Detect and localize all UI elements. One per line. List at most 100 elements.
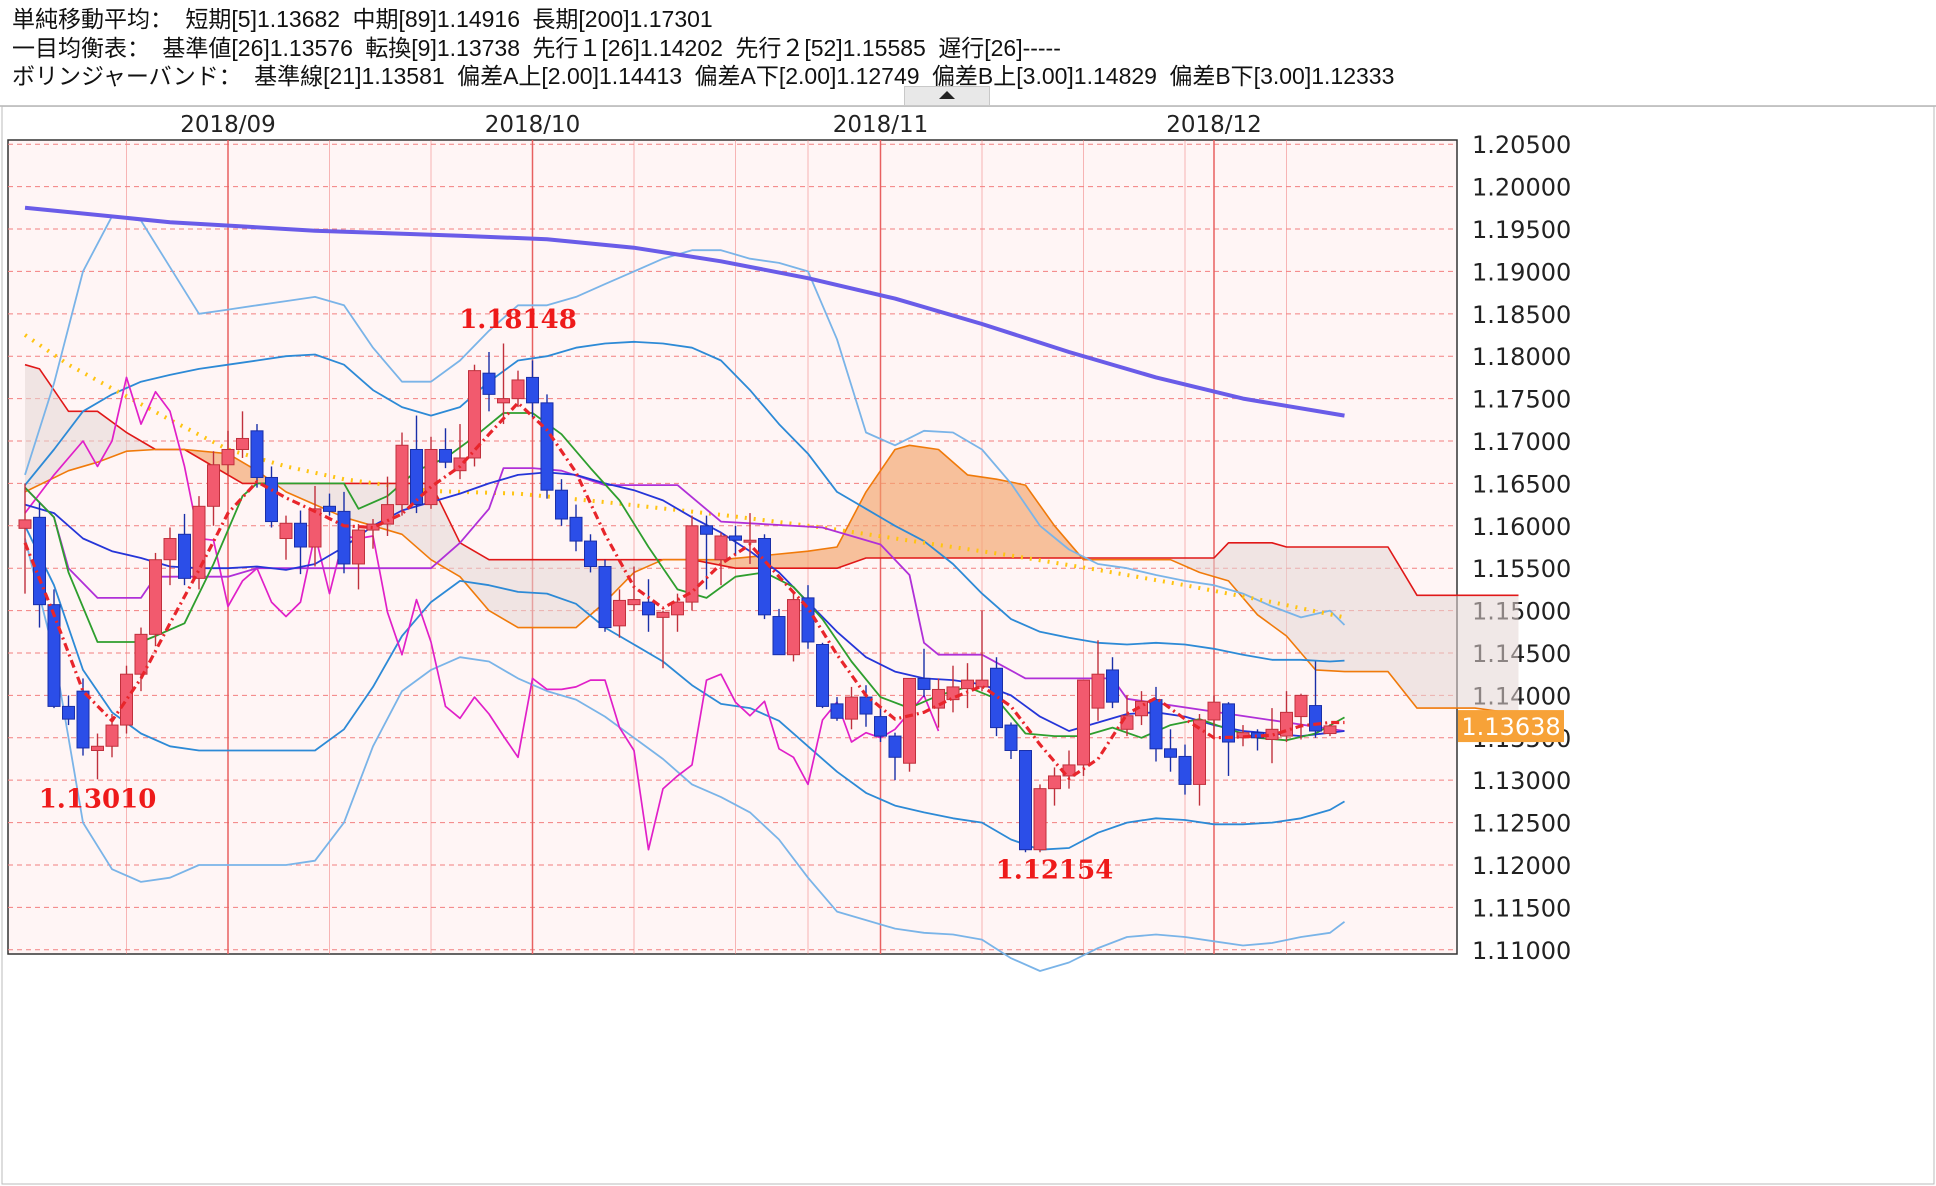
bb-a-lower-line bbox=[24, 525, 1345, 851]
candle-down-body bbox=[250, 430, 264, 478]
candle-down-body bbox=[598, 566, 612, 629]
candle-down-body bbox=[1178, 755, 1192, 785]
candle-down-body bbox=[410, 448, 423, 506]
ichimoku-legend-title: 一目均衡表： bbox=[12, 35, 150, 61]
candle-down-body bbox=[772, 616, 786, 656]
candle-up-body bbox=[279, 522, 293, 540]
x-tick-label: 2018/10 bbox=[485, 112, 581, 138]
bb-b-upper-line bbox=[24, 215, 1346, 626]
candle bbox=[497, 343, 510, 425]
candle-down-body bbox=[178, 533, 191, 579]
candle bbox=[714, 532, 728, 586]
candle bbox=[1077, 679, 1090, 776]
sma-long-line bbox=[24, 205, 1345, 418]
x-tick-label: 2018/11 bbox=[833, 112, 929, 138]
bb-a-up-label: 偏差A上[2.00]1.14413 bbox=[457, 63, 683, 89]
candle bbox=[874, 708, 887, 743]
candle bbox=[758, 534, 771, 620]
candle bbox=[845, 686, 858, 730]
candle-down-body bbox=[323, 505, 336, 512]
candle-down-body bbox=[700, 525, 713, 535]
candle bbox=[511, 370, 525, 408]
indicator-legend: 単純移動平均： 短期[5]1.13682 中期[89]1.14916 長期[20… bbox=[0, 0, 1936, 106]
y-tick-label: 1.16000 bbox=[1472, 513, 1571, 541]
candle bbox=[410, 415, 423, 514]
candle bbox=[613, 589, 626, 638]
chart-frame bbox=[1, 106, 1935, 1185]
candle-up-body bbox=[1323, 725, 1337, 735]
cloud-bearish bbox=[1083, 542, 1519, 714]
candle bbox=[1193, 714, 1206, 806]
price-chart[interactable]: 1.110001.115001.120001.125001.130001.135… bbox=[0, 106, 1936, 1186]
candle bbox=[265, 466, 278, 528]
candle-down-body bbox=[917, 677, 931, 690]
candle-up-body bbox=[1294, 694, 1308, 718]
candle bbox=[1207, 695, 1221, 737]
candle bbox=[424, 436, 438, 509]
candle-up-body bbox=[1048, 775, 1061, 790]
candle-up-body bbox=[18, 519, 32, 529]
y-tick-label: 1.16500 bbox=[1472, 470, 1571, 498]
bb-b-down-label: 偏差B下[3.00]1.12333 bbox=[1169, 63, 1395, 89]
sma-short-label: 短期[5]1.13682 bbox=[185, 6, 341, 32]
candle bbox=[656, 610, 670, 669]
candle-down-body bbox=[1004, 724, 1018, 751]
candle-up-body bbox=[932, 688, 945, 709]
candle-up-body bbox=[134, 633, 148, 675]
sma-short-line bbox=[23, 401, 1345, 781]
y-tick-label: 1.18500 bbox=[1472, 301, 1571, 329]
candle bbox=[149, 552, 162, 647]
candle bbox=[903, 677, 916, 772]
current-price-tag bbox=[1458, 710, 1564, 743]
kijun-label: 基準値[26]1.13576 bbox=[162, 35, 353, 61]
candle-down-body bbox=[1106, 669, 1119, 703]
candle-up-body bbox=[685, 525, 699, 603]
cloud-bearish bbox=[278, 483, 663, 628]
candle bbox=[439, 428, 452, 469]
candle-up-body bbox=[91, 745, 104, 752]
candle-up-body bbox=[1077, 679, 1090, 766]
candle bbox=[1106, 657, 1119, 709]
y-tick-label: 1.20500 bbox=[1472, 131, 1571, 159]
candle-up-body bbox=[961, 679, 974, 690]
candle-down-body bbox=[729, 535, 742, 541]
y-tick-label: 1.20000 bbox=[1472, 174, 1571, 202]
plot-area bbox=[7, 139, 1458, 955]
candle-up-body bbox=[207, 464, 220, 507]
y-tick-label: 1.11500 bbox=[1472, 894, 1571, 922]
chikou-label: 遅行[26]----- bbox=[938, 35, 1061, 61]
candle bbox=[1091, 640, 1105, 721]
candle bbox=[192, 496, 206, 590]
candle-down-body bbox=[482, 372, 496, 395]
candle bbox=[1323, 724, 1337, 737]
candle-down-body bbox=[569, 516, 583, 542]
kijun-line bbox=[24, 467, 1345, 732]
candle bbox=[91, 733, 104, 780]
candle-down-body bbox=[294, 522, 307, 548]
y-tick-label: 1.17000 bbox=[1472, 428, 1571, 456]
candle-down-body bbox=[874, 716, 887, 737]
candle-up-body bbox=[903, 677, 916, 764]
candle-up-body bbox=[714, 535, 728, 561]
x-tick-label: 2018/12 bbox=[1166, 112, 1262, 138]
candle bbox=[961, 663, 974, 709]
candle bbox=[468, 364, 481, 467]
ichimoku-legend-row: 一目均衡表： 基準値[26]1.13576 転換[9]1.13738 先行１[2… bbox=[12, 33, 1067, 63]
candle bbox=[526, 360, 539, 418]
candle bbox=[1019, 750, 1032, 853]
candle bbox=[482, 351, 496, 412]
y-tick-label: 1.11000 bbox=[1472, 937, 1571, 965]
candle bbox=[1178, 744, 1192, 795]
candle bbox=[395, 432, 409, 516]
sma-legend-row: 単純移動平均： 短期[5]1.13682 中期[89]1.14916 長期[20… bbox=[12, 4, 719, 34]
candle bbox=[294, 510, 307, 575]
collapse-legend-button[interactable] bbox=[904, 86, 990, 106]
candle bbox=[888, 732, 902, 781]
span-b-label: 先行２[52]1.15585 bbox=[735, 35, 926, 61]
candle bbox=[76, 678, 90, 756]
candle-up-body bbox=[105, 724, 119, 747]
candle-down-body bbox=[337, 510, 351, 565]
candle bbox=[555, 479, 568, 526]
candle-down-body bbox=[1222, 703, 1235, 743]
candle-down-body bbox=[642, 601, 655, 616]
